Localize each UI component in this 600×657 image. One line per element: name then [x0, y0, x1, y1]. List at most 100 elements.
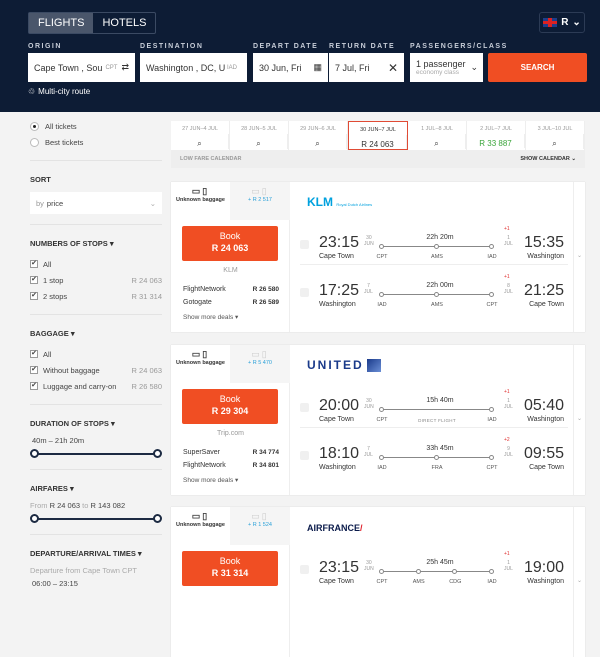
depart-date-field[interactable]: 30 Jun, Fri ▦	[253, 53, 328, 82]
price-panel: ▭▯ Unknown baggage ▭▯ + R 2 517 Book R 24 0…	[171, 182, 290, 332]
date-option[interactable]: 27 JUN–4 JUL ⌕	[171, 121, 230, 150]
baggage-filter-luggage[interactable]: ✔ Luggage and carry-on R 26 580	[30, 378, 162, 394]
deal-row[interactable]: FlightNetwork R 34 801	[183, 462, 279, 469]
baggage-tab-extra[interactable]: ▭▯ + R 5 470	[230, 345, 290, 383]
day-offset: +1	[504, 551, 510, 557]
slider-handle-min[interactable]	[30, 449, 39, 458]
checkbox-checked-icon: ✔	[30, 366, 38, 374]
radio-all-tickets[interactable]: All tickets	[30, 118, 162, 134]
baggage-tab-unknown[interactable]: ▭▯ Unknown baggage	[171, 345, 230, 383]
airport-code: CPT	[376, 579, 388, 585]
stop-filter-all[interactable]: ✔ All	[30, 256, 162, 272]
stop-filter-1[interactable]: ✔ 1 stop R 24 063	[30, 272, 162, 288]
stops-title[interactable]: NUMBERS OF STOPS ▾	[30, 239, 114, 248]
segment-checkbox[interactable]	[300, 240, 309, 249]
airfares-slider[interactable]	[30, 514, 162, 524]
arrival-day: 9	[507, 446, 510, 452]
baggage-filter-none[interactable]: ✔ Without baggage R 24 063	[30, 362, 162, 378]
baggage-filter-all[interactable]: ✔ All	[30, 346, 162, 362]
origin-label: ORIGIN	[28, 43, 62, 50]
baggage-tab-extra[interactable]: ▭▯ + R 1 524	[230, 507, 290, 545]
deal-row[interactable]: FlightNetwork R 26 580	[183, 286, 279, 293]
radio-icon	[30, 137, 39, 147]
uk-flag-icon	[543, 18, 558, 27]
tab-flights[interactable]: FLIGHTS	[29, 13, 94, 33]
slider-handle-max[interactable]	[153, 514, 162, 523]
expand-toggle[interactable]: ⌄	[573, 507, 585, 657]
duration-range: 40m – 21h 20m	[32, 436, 85, 445]
book-button[interactable]: Book R 31 314	[182, 551, 278, 586]
departure-city: Cape Town	[319, 253, 354, 260]
show-more-label: Show more deals	[183, 477, 234, 484]
expand-toggle[interactable]: ⌄	[573, 345, 585, 495]
swap-icon[interactable]: ⇄	[121, 62, 129, 72]
clear-icon[interactable]: ✕	[387, 60, 398, 75]
baggage-tab-extra[interactable]: ▭▯ + R 2 517	[230, 182, 290, 220]
filter-price: R 24 063	[131, 275, 162, 285]
show-calendar-label: SHOW CALENDAR	[520, 156, 570, 162]
airfares-title[interactable]: AIRFARES ▾	[30, 484, 74, 493]
route-line: CPT IAD DIRECT FLIGHT	[377, 407, 497, 423]
calendar-icon: ▦	[313, 62, 322, 72]
date-option[interactable]: 2 JUL–7 JUL R 33 887	[467, 121, 526, 150]
origin-field[interactable]: Cape Town , Sou CPT ⇄	[28, 53, 135, 82]
slider-handle-min[interactable]	[30, 514, 39, 523]
departure-day: 30	[366, 398, 372, 404]
airport-code: AMS	[431, 254, 443, 260]
book-button[interactable]: Book R 24 063	[182, 226, 278, 261]
airport-code: CPT	[486, 465, 498, 471]
segment-checkbox[interactable]	[300, 403, 309, 412]
search-button[interactable]: SEARCH	[488, 53, 587, 82]
book-button[interactable]: Book R 29 304	[182, 389, 278, 424]
date-option[interactable]: 1 JUL–8 JUL ⌕	[408, 121, 467, 150]
passengers-label: PASSENGERS/CLASS	[410, 43, 508, 50]
baggage-title[interactable]: BAGGAGE ▾	[30, 329, 75, 338]
baggage-tab-unknown[interactable]: ▭▯ Unknown baggage	[171, 182, 230, 220]
flight-segment: 23:15 30 JUN Cape Town 25h 45m CPT AMS CDG I…	[300, 551, 568, 599]
times-title[interactable]: DEPARTURE/ARRIVAL TIMES ▾	[30, 549, 142, 558]
deal-row[interactable]: Gotogate R 26 589	[183, 299, 279, 306]
show-more-deals[interactable]: Show more deals ▾	[183, 314, 239, 321]
baggage-tab-unknown[interactable]: ▭▯ Unknown baggage	[171, 507, 230, 545]
destination-label: DESTINATION	[140, 43, 204, 50]
search-icon: ⌕	[408, 134, 466, 149]
segment-checkbox[interactable]	[300, 288, 309, 297]
slider-handle-max[interactable]	[153, 449, 162, 458]
deal-price: R 34 774	[252, 449, 279, 456]
arrival-time: 19:00	[523, 559, 564, 576]
show-more-deals[interactable]: Show more deals ▾	[183, 477, 239, 484]
arrival-city: Washington	[527, 578, 564, 585]
multi-city-link[interactable]: ♲ Multi-city route	[28, 87, 90, 96]
stop-filter-2[interactable]: ✔ 2 stops R 31 314	[30, 288, 162, 304]
stop-dot	[379, 569, 384, 574]
arrival-day: 1	[507, 560, 510, 566]
route-line: CPT AMS IAD	[377, 244, 497, 260]
expand-toggle[interactable]: ⌄	[573, 182, 585, 332]
show-calendar-button[interactable]: SHOW CALENDAR ⌄	[520, 156, 576, 162]
airline-logo: AIRFRANCE/	[307, 523, 363, 533]
segment-checkbox[interactable]	[300, 451, 309, 460]
origin-value: Cape Town , Sou	[34, 62, 103, 73]
deal-row[interactable]: SuperSaver R 34 774	[183, 449, 279, 456]
duration-slider[interactable]	[30, 449, 162, 459]
airport-code: CPT	[486, 302, 498, 308]
result-card: ▭▯ Unknown baggage ▭▯ + R 5 470 Book R 29 3…	[171, 345, 585, 495]
duration-title[interactable]: DURATION OF STOPS ▾	[30, 419, 115, 428]
tab-hotels[interactable]: HOTELS	[102, 17, 147, 29]
class-value: economy class	[416, 69, 459, 76]
segment-checkbox[interactable]	[300, 565, 309, 574]
filter-price: R 26 580	[131, 381, 162, 391]
airline-logo: UNITED	[307, 359, 382, 373]
destination-field[interactable]: Washington , DC, U IAD	[140, 53, 247, 82]
date-option[interactable]: 29 JUN–6 JUL ⌕	[289, 121, 348, 150]
passengers-select[interactable]: 1 passenger economy class ⌄	[410, 53, 483, 82]
date-option[interactable]: 3 JUL–10 JUL ⌕	[526, 121, 585, 150]
return-date-field[interactable]: 7 Jul, Fri ✕	[329, 53, 404, 82]
sort-select[interactable]: by price ⌄	[30, 192, 162, 214]
stop-dot	[489, 455, 494, 460]
date-option[interactable]: 28 JUN–5 JUL ⌕	[230, 121, 289, 150]
date-option[interactable]: 30 JUN–7 JUL R 24 063	[348, 121, 408, 150]
language-currency-selector[interactable]: R ⌄	[539, 12, 585, 33]
radio-best-tickets[interactable]: Best tickets	[30, 134, 162, 150]
depart-value: 30 Jun, Fri	[259, 62, 302, 73]
